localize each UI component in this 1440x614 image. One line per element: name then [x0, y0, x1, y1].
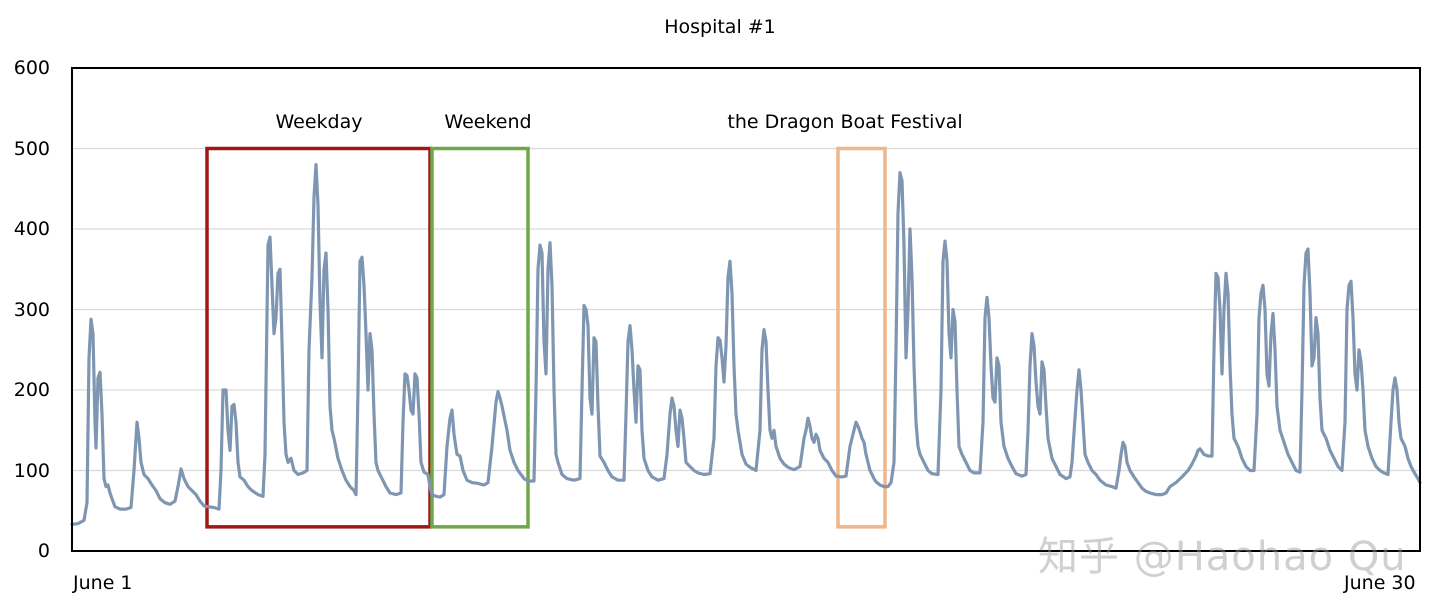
- plot-frame: [71, 67, 1421, 552]
- annotation-festival: the Dragon Boat Festival: [727, 111, 963, 133]
- y-tick-200: 200: [13, 379, 50, 401]
- annotation-weekend: Weekend: [444, 111, 532, 133]
- data-line: [70, 163, 1422, 527]
- x-tick-end: June 30: [1344, 572, 1416, 594]
- x-tick-start: June 1: [73, 572, 133, 594]
- y-tick-500: 500: [13, 138, 50, 160]
- y-tick-600: 600: [13, 57, 50, 79]
- chart-title: Hospital #1: [664, 16, 776, 38]
- watermark: 知乎 @Haohao Qu: [1038, 534, 1407, 580]
- y-tick-0: 0: [37, 540, 50, 562]
- y-tick-300: 300: [13, 299, 50, 321]
- y-tick-400: 400: [13, 218, 50, 240]
- annotation-weekday: Weekday: [275, 111, 363, 133]
- y-tick-100: 100: [13, 460, 50, 482]
- annotation-boxes: [205, 146, 887, 529]
